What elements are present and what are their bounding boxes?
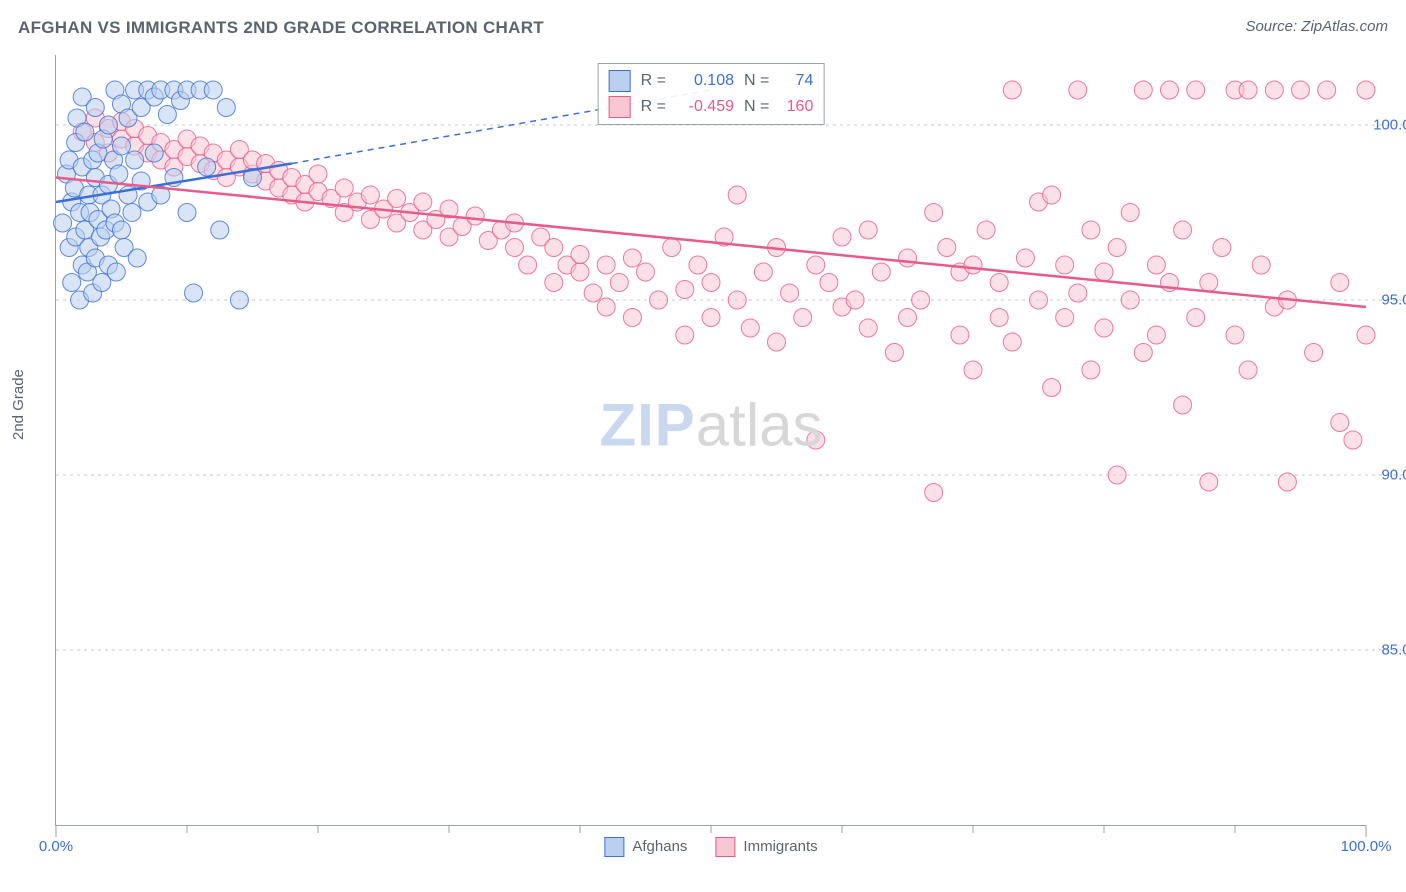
legend-label: Afghans bbox=[632, 838, 687, 855]
chart-svg bbox=[56, 55, 1366, 825]
y-tick-label: 90.0% bbox=[1381, 467, 1406, 484]
stat-swatch-icon bbox=[609, 70, 631, 92]
legend-swatch-icon bbox=[715, 837, 735, 857]
stat-row-afghans: R = 0.108 N = 74 bbox=[609, 68, 814, 94]
stat-n-label: N = bbox=[744, 98, 769, 116]
legend-item-immigrants: Immigrants bbox=[715, 837, 817, 857]
legend-label: Immigrants bbox=[743, 838, 817, 855]
y-axis-label: 2nd Grade bbox=[10, 369, 27, 440]
legend-swatch-icon bbox=[604, 837, 624, 857]
stat-n-label: N = bbox=[744, 72, 769, 90]
stat-swatch-icon bbox=[609, 96, 631, 118]
chart-header: AFGHAN VS IMMIGRANTS 2ND GRADE CORRELATI… bbox=[18, 18, 1388, 42]
stat-n-value: 160 bbox=[779, 98, 813, 116]
y-tick-label: 100.0% bbox=[1373, 117, 1406, 134]
stat-r-value: -0.459 bbox=[676, 98, 734, 116]
legend-item-afghans: Afghans bbox=[604, 837, 687, 857]
stat-r-label: R = bbox=[641, 98, 666, 116]
y-tick-label: 95.0% bbox=[1381, 292, 1406, 309]
x-tick-label: 0.0% bbox=[39, 838, 73, 855]
stat-r-label: R = bbox=[641, 72, 666, 90]
x-tick-label: 100.0% bbox=[1341, 838, 1392, 855]
stat-n-value: 74 bbox=[779, 72, 813, 90]
chart-plot-area: ZIPatlas R =0.108N =74R =-0.459N =160 Af… bbox=[55, 55, 1366, 826]
chart-source: Source: ZipAtlas.com bbox=[1245, 18, 1388, 35]
y-tick-label: 85.0% bbox=[1381, 642, 1406, 659]
stat-row-immigrants: R = -0.459 N = 160 bbox=[609, 94, 814, 120]
chart-title: AFGHAN VS IMMIGRANTS 2ND GRADE CORRELATI… bbox=[18, 18, 544, 37]
stat-r-value: 0.108 bbox=[676, 72, 734, 90]
correlation-legend-box: R = 0.108 N = 74 R = -0.459 N = 160 bbox=[598, 63, 825, 125]
x-axis-legend: Afghans Immigrants bbox=[604, 837, 817, 857]
